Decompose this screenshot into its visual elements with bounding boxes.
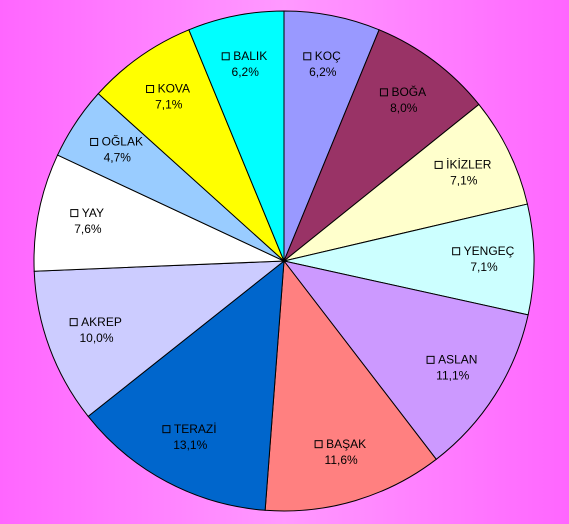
value-label: 10,0% bbox=[80, 331, 114, 345]
pie-slice bbox=[188, 10, 285, 262]
value-label: 7,1% bbox=[470, 260, 498, 274]
pie-slice bbox=[87, 259, 285, 511]
pie-slice bbox=[33, 260, 286, 418]
legend-key bbox=[70, 209, 79, 218]
pie-slice bbox=[282, 260, 529, 460]
value-label: 13,1% bbox=[173, 438, 207, 452]
value-label: 8,0% bbox=[390, 101, 418, 115]
pie-slice bbox=[97, 29, 285, 262]
value-label: 6,2% bbox=[309, 65, 337, 79]
slice-label: TERAZİ bbox=[174, 422, 217, 436]
pie-slice bbox=[283, 103, 529, 262]
pie-slice bbox=[264, 259, 437, 512]
legend-key bbox=[452, 247, 461, 256]
value-label: 11,6% bbox=[325, 453, 358, 467]
value-label: 7,1% bbox=[155, 98, 183, 112]
value-label: 11,1% bbox=[436, 369, 469, 383]
legend-key bbox=[379, 88, 388, 97]
legend-key bbox=[162, 425, 171, 434]
pie-slice bbox=[283, 29, 480, 262]
legend-key bbox=[426, 355, 435, 364]
slice-label: BOĞA bbox=[391, 84, 426, 99]
slice-label: OĞLAK bbox=[102, 134, 143, 149]
value-label: 6,2% bbox=[232, 65, 260, 79]
legend-key bbox=[314, 440, 323, 449]
slice-label: YAY bbox=[82, 206, 104, 220]
legend-key bbox=[90, 137, 99, 146]
slice-label: AKREP bbox=[81, 315, 122, 329]
pie-slice bbox=[33, 154, 285, 272]
slice-label: BALIK bbox=[233, 49, 267, 63]
slice-label: KOÇ bbox=[315, 49, 341, 63]
slice-label: BAŞAK bbox=[326, 437, 366, 451]
legend-key bbox=[69, 318, 78, 327]
value-label: 4,7% bbox=[104, 151, 132, 165]
pie-slice bbox=[283, 203, 535, 316]
slice-label: KOVA bbox=[158, 82, 190, 96]
value-label: 7,6% bbox=[74, 222, 102, 236]
value-label: 7,1% bbox=[450, 174, 478, 188]
legend-key bbox=[146, 85, 155, 94]
legend-key bbox=[221, 52, 230, 61]
slice-label: YENGEÇ bbox=[464, 244, 515, 258]
legend-key bbox=[303, 52, 312, 61]
legend-key bbox=[434, 160, 443, 169]
slice-label: İKİZLER bbox=[446, 158, 492, 172]
slice-label: ASLAN bbox=[438, 353, 477, 367]
